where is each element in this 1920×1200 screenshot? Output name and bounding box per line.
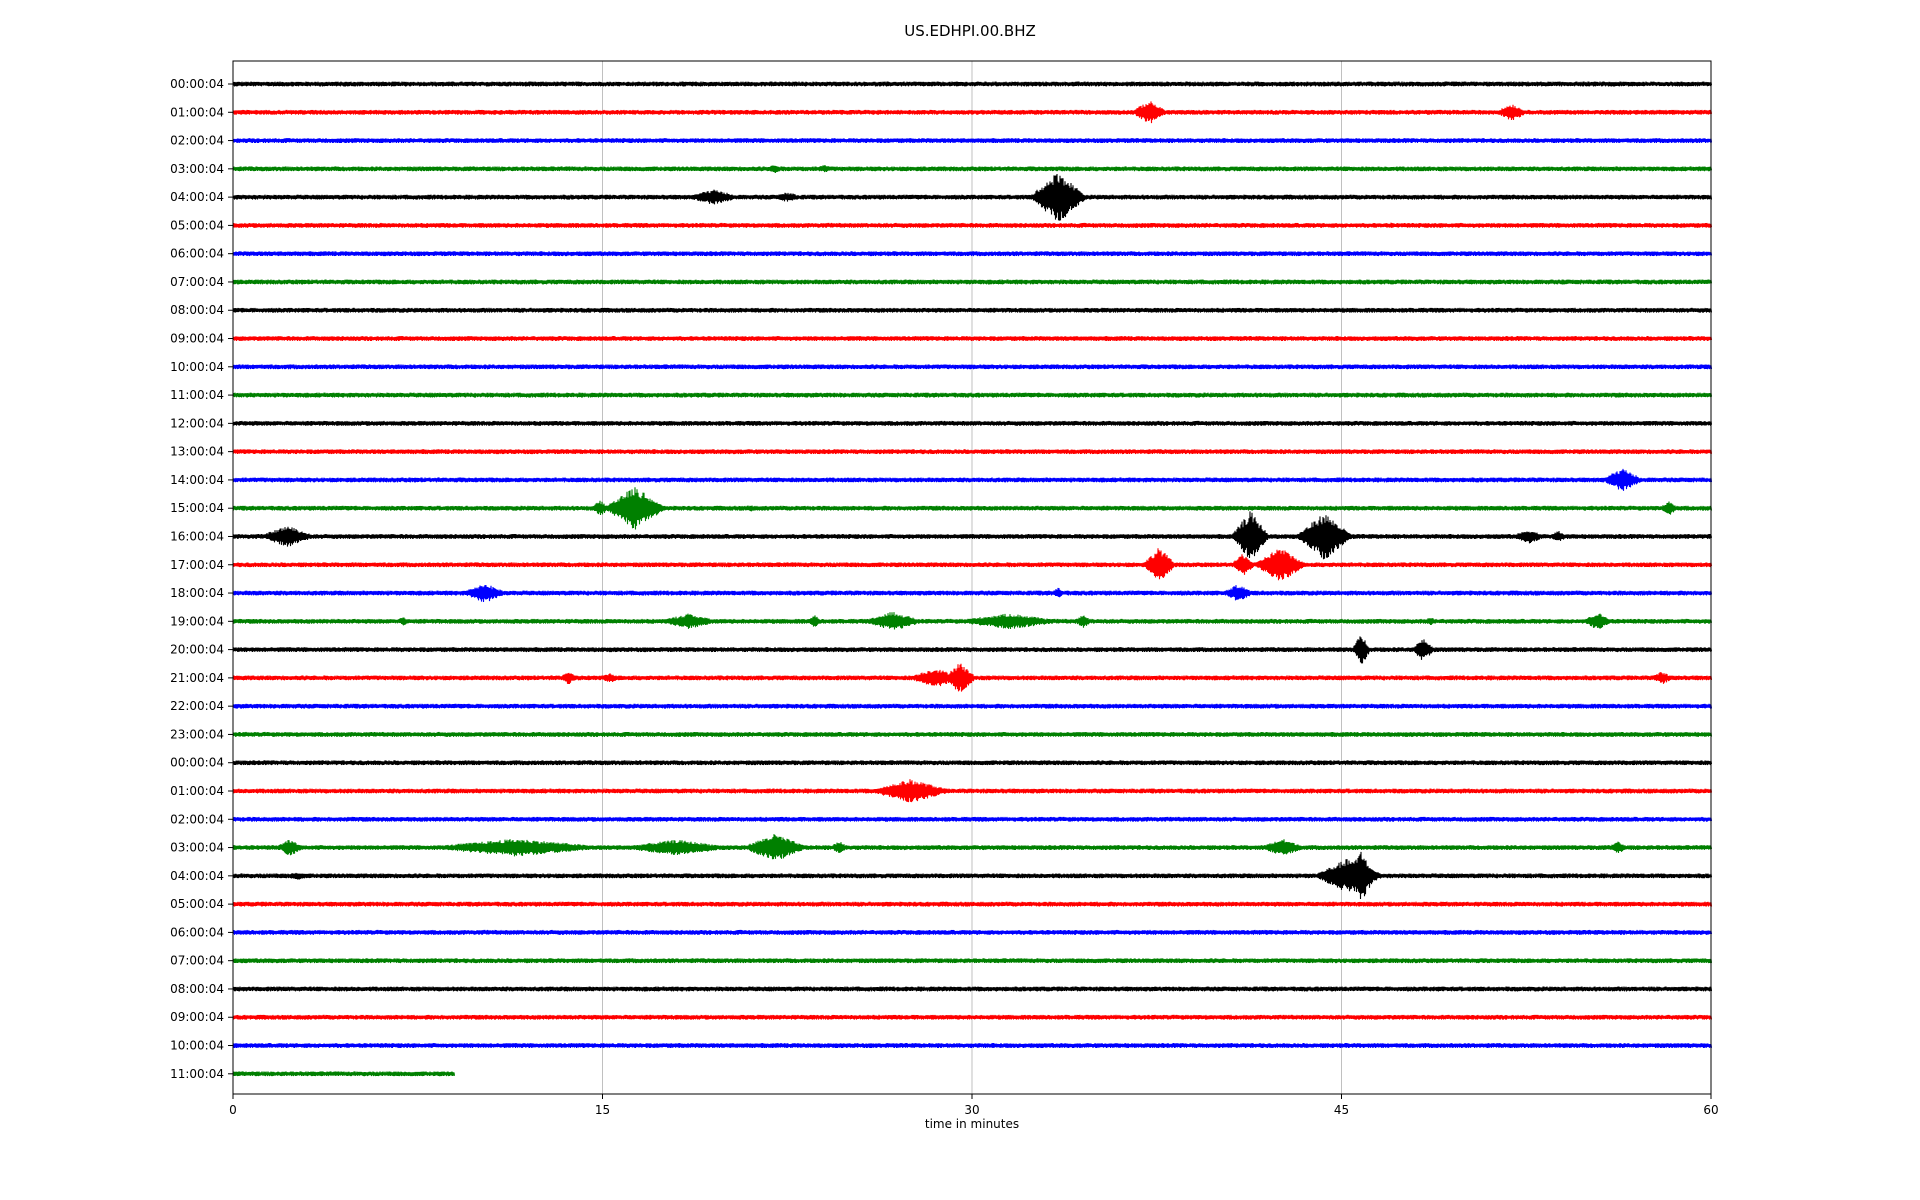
- y-tick-label: 00:00:04: [170, 77, 224, 91]
- trace-line: [232, 165, 1713, 173]
- y-tick-label: 18:00:04: [170, 586, 224, 600]
- y-tick-label: 10:00:04: [170, 360, 224, 374]
- y-tick-label: 05:00:04: [170, 218, 224, 232]
- trace-line: [232, 222, 1713, 228]
- y-tick-label: 08:00:04: [170, 982, 224, 996]
- y-tick-label: 11:00:04: [170, 388, 224, 402]
- y-tick-label: 19:00:04: [170, 614, 224, 628]
- trace-line: [232, 779, 1713, 803]
- trace-line: [232, 173, 1713, 221]
- trace-line: [232, 584, 1713, 603]
- y-tick-label: 06:00:04: [170, 247, 224, 261]
- trace-line: [232, 81, 1713, 87]
- vertical-gridlines: [602, 61, 1342, 1094]
- y-tick-label: 23:00:04: [170, 727, 224, 741]
- trace-line: [232, 834, 1713, 860]
- y-tick-label: 07:00:04: [170, 954, 224, 968]
- x-tick-label: 30: [964, 1103, 979, 1117]
- trace-line: [232, 901, 1713, 907]
- trace-line: [232, 101, 1713, 124]
- y-tick-label: 09:00:04: [170, 1010, 224, 1024]
- y-tick-label: 05:00:04: [170, 897, 224, 911]
- y-tick-label: 04:00:04: [170, 869, 224, 883]
- y-tick-label: 06:00:04: [170, 925, 224, 939]
- trace-line: [232, 307, 1713, 313]
- trace-line: [232, 420, 1713, 426]
- trace-line: [232, 487, 1713, 530]
- trace-line: [232, 1014, 1713, 1020]
- trace-line: [232, 392, 1713, 398]
- y-tick-label: 02:00:04: [170, 812, 224, 826]
- trace-line: [232, 816, 1713, 822]
- y-tick-label: 22:00:04: [170, 699, 224, 713]
- x-tick-label: 0: [229, 1103, 237, 1117]
- y-tick-label: 03:00:04: [170, 162, 224, 176]
- chart-title: US.EDHPI.00.BHZ: [904, 22, 1036, 40]
- y-tick-label: 01:00:04: [170, 784, 224, 798]
- y-tick-label: 02:00:04: [170, 134, 224, 148]
- trace-line: [232, 760, 1713, 766]
- y-tick-label: 14:00:04: [170, 473, 224, 487]
- trace-line: [232, 279, 1713, 285]
- trace-line: [232, 929, 1713, 935]
- trace-line: [232, 612, 1713, 630]
- trace-line: [232, 449, 1713, 455]
- trace-line: [232, 364, 1713, 370]
- x-tick-label: 60: [1703, 1103, 1718, 1117]
- trace-line: [232, 468, 1713, 491]
- y-tick-label: 16:00:04: [170, 529, 224, 543]
- x-axis-label: time in minutes: [925, 1117, 1019, 1131]
- y-tick-label: 08:00:04: [170, 303, 224, 317]
- seismic-traces: [232, 81, 1713, 1077]
- y-tick-label: 04:00:04: [170, 190, 224, 204]
- y-tick-label: 00:00:04: [170, 756, 224, 770]
- y-tick-label: 15:00:04: [170, 501, 224, 515]
- y-tick-label: 07:00:04: [170, 275, 224, 289]
- trace-line: [232, 851, 1713, 900]
- trace-line: [232, 1071, 456, 1077]
- trace-line: [232, 1043, 1713, 1048]
- trace-line: [232, 636, 1713, 664]
- x-tick-label: 15: [595, 1103, 610, 1117]
- y-tick-label: 12:00:04: [170, 416, 224, 430]
- y-tick-label: 20:00:04: [170, 643, 224, 657]
- y-tick-label: 01:00:04: [170, 105, 224, 119]
- y-tick-label: 13:00:04: [170, 445, 224, 459]
- y-tick-label: 21:00:04: [170, 671, 224, 685]
- trace-line: [232, 251, 1713, 257]
- trace-line: [232, 731, 1713, 737]
- trace-line: [232, 138, 1713, 144]
- trace-line: [232, 663, 1713, 692]
- y-tick-label: 09:00:04: [170, 332, 224, 346]
- trace-line: [232, 703, 1713, 709]
- y-tick-label: 11:00:04: [170, 1067, 224, 1081]
- trace-line: [232, 548, 1713, 581]
- x-tick-label: 45: [1334, 1103, 1349, 1117]
- y-tick-label: 17:00:04: [170, 558, 224, 572]
- y-tick-label: 03:00:04: [170, 841, 224, 855]
- x-axis: 0 15 30 45 60: [229, 1094, 1719, 1117]
- y-axis-tick-labels: 00:00:04 01:00:04 02:00:04 03:00:04 04:00:04…: [170, 77, 233, 1081]
- trace-line: [232, 986, 1713, 992]
- trace-line: [232, 336, 1713, 341]
- y-tick-label: 10:00:04: [170, 1039, 224, 1053]
- plot-frame: [232, 60, 1712, 1095]
- trace-line: [232, 958, 1713, 964]
- trace-line: [232, 511, 1713, 560]
